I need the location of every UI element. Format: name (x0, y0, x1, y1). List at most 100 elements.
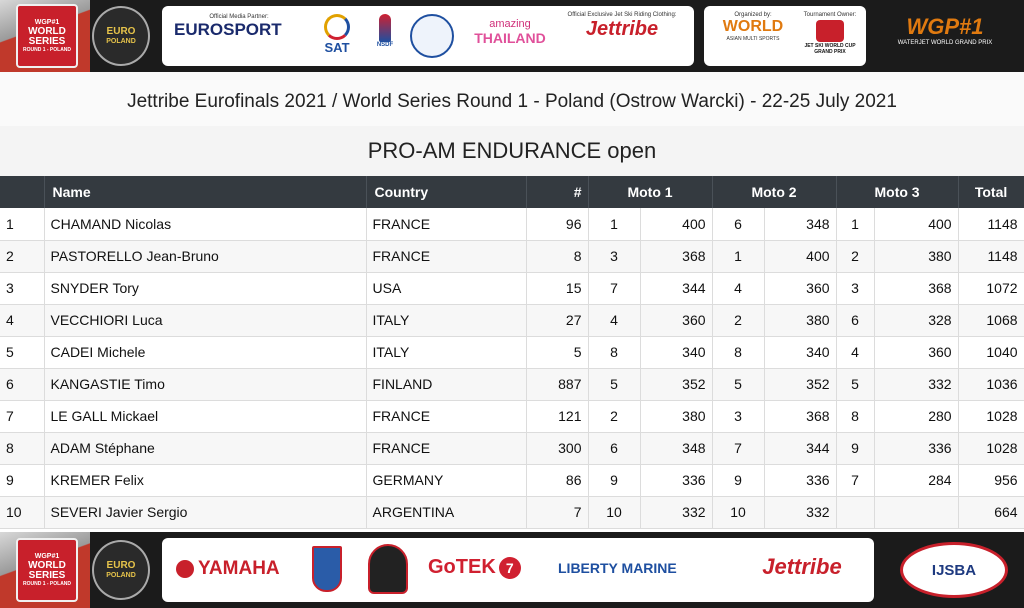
table-row: 8 ADAM Stéphane FRANCE 300 6 348 7 344 9 336 1028 (0, 432, 1024, 464)
table-row: 1 CHAMAND Nicolas FRANCE 96 1 400 6 348 1 400 1148 (0, 208, 1024, 240)
cell-position: 2 (0, 240, 45, 272)
sponsors-panel: YAMAHA GoTEK 7 LIBERTY MARINE Jettribe (162, 538, 874, 602)
cell-moto2-points: 360 (764, 272, 837, 304)
cell-moto1-points: 336 (640, 464, 713, 496)
cell-moto3-points: 284 (874, 464, 959, 496)
cell-moto1-place: 7 (588, 272, 641, 304)
cell-moto3-points: 336 (874, 432, 959, 464)
table-header-row: Name Country # Moto 1 Moto 2 Moto 3 Tota… (0, 176, 1024, 208)
sat-logo: SAT (312, 14, 362, 55)
amazing-thailand-logo: amazing THAILAND (466, 18, 554, 46)
cell-total: 1036 (958, 368, 1024, 400)
cell-moto1-place: 10 (588, 496, 641, 528)
logo-text: POLAND (106, 571, 136, 579)
gotek-logo: GoTEK 7 (428, 556, 542, 579)
logo-text: amazing (489, 18, 531, 30)
jettribe-logo: Official Exclusive Jet Ski Riding Clothi… (558, 12, 686, 41)
cell-number: 27 (526, 304, 589, 336)
caption-text: ASIAN MULTI SPORTS (726, 36, 780, 42)
table-row: 10 SEVERI Javier Sergio ARGENTINA 7 10 332 10 3… (0, 496, 1024, 528)
cell-number: 86 (526, 464, 589, 496)
cell-moto2-place: 8 (712, 336, 765, 368)
cell-moto3-points: 368 (874, 272, 959, 304)
jettribe-logo: Jettribe (740, 554, 864, 580)
cell-moto2-points: 336 (764, 464, 837, 496)
logo-text: WORLD SERIES (28, 25, 66, 48)
cell-moto3-place: 3 (836, 272, 875, 304)
col-name: Name (44, 176, 367, 208)
world-series-logo: WGP#1 WORLD SERIES ROUND 1 - POLAND (16, 538, 78, 602)
cell-moto1-points: 348 (640, 432, 713, 464)
caption-text: Official Exclusive Jet Ski Riding Clothi… (567, 12, 677, 18)
cell-moto1-place: 9 (588, 464, 641, 496)
cell-moto1-points: 352 (640, 368, 713, 400)
cell-moto1-place: 1 (588, 208, 641, 240)
table-row: 4 VECCHIORI Luca ITALY 27 4 360 2 380 6 328 1068 (0, 304, 1024, 336)
cell-position: 9 (0, 464, 45, 496)
cell-position: 10 (0, 496, 45, 528)
logo-text: Jettribe (762, 554, 842, 579)
logo-text: GoTEK (428, 556, 496, 578)
cell-moto2-place: 7 (712, 432, 765, 464)
col-moto2: Moto 2 (712, 176, 837, 208)
cell-moto2-place: 4 (712, 272, 765, 304)
top-sponsor-banner: WGP#1 WORLD SERIES ROUND 1 - POLAND EURO… (0, 0, 1024, 72)
cell-moto3-place (836, 496, 875, 528)
cell-moto3-place: 5 (836, 368, 875, 400)
col-total: Total (958, 176, 1024, 208)
cell-country: ARGENTINA (366, 496, 527, 528)
cell-name: KANGASTIE Timo (44, 368, 367, 400)
event-title-bar: Jettribe Eurofinals 2021 / World Series … (0, 72, 1024, 132)
cell-number: 15 (526, 272, 589, 304)
results-table: Name Country # Moto 1 Moto 2 Moto 3 Tota… (0, 176, 1024, 529)
organizers-panel: Organized by: WORLD ASIAN MULTI SPORTS T… (704, 6, 866, 66)
cell-position: 5 (0, 336, 45, 368)
col-number: # (526, 176, 589, 208)
world-logo: Organized by: WORLD ASIAN MULTI SPORTS (710, 12, 796, 42)
cell-name: CHAMAND Nicolas (44, 208, 367, 240)
cell-total: 1028 (958, 432, 1024, 464)
cell-moto3-place: 4 (836, 336, 875, 368)
cell-total: 956 (958, 464, 1024, 496)
cell-moto1-points: 380 (640, 400, 713, 432)
cell-position: 8 (0, 432, 45, 464)
table-row: 9 KREMER Felix GERMANY 86 9 336 9 336 7 284 956 (0, 464, 1024, 496)
cell-name: SNYDER Tory (44, 272, 367, 304)
logo-text: ROUND 1 - POLAND (22, 46, 72, 53)
class-title-bar: PRO-AM ENDURANCE open (0, 126, 1024, 176)
cell-moto2-place: 5 (712, 368, 765, 400)
cell-moto1-points: 368 (640, 240, 713, 272)
cell-moto3-points: 328 (874, 304, 959, 336)
cell-name: VECCHIORI Luca (44, 304, 367, 336)
event-title: Jettribe Eurofinals 2021 / World Series … (127, 90, 897, 112)
cell-moto2-points: 344 (764, 432, 837, 464)
cell-name: CADEI Michele (44, 336, 367, 368)
caption-text: Tournament Owner: (803, 12, 857, 18)
cell-name: KREMER Felix (44, 464, 367, 496)
cell-total: 1068 (958, 304, 1024, 336)
col-position (0, 176, 45, 208)
cell-moto2-place: 9 (712, 464, 765, 496)
cell-position: 7 (0, 400, 45, 432)
logo-text: WORLD SERIES (28, 559, 66, 582)
cell-moto2-points: 340 (764, 336, 837, 368)
logo-text: LIBERTY MARINE (558, 560, 677, 576)
cell-moto1-place: 4 (588, 304, 641, 336)
cell-moto2-points: 352 (764, 368, 837, 400)
caption-text: WATERJET WORLD GRAND PRIX (897, 40, 993, 46)
wgp-logo: WGP#1 WATERJET WORLD GRAND PRIX (882, 14, 1008, 46)
table-row: 7 LE GALL Mickael FRANCE 121 2 380 3 368 8 280 102… (0, 400, 1024, 432)
cell-position: 4 (0, 304, 45, 336)
bottom-sponsor-banner: WGP#1 WORLD SERIES ROUND 1 - POLAND EURO… (0, 532, 1024, 608)
cell-position: 3 (0, 272, 45, 304)
cell-total: 1040 (958, 336, 1024, 368)
eurofinals-logo: EURO POLAND (92, 6, 150, 66)
cell-moto2-place: 10 (712, 496, 765, 528)
cell-country: USA (366, 272, 527, 304)
cell-country: GERMANY (366, 464, 527, 496)
col-moto1: Moto 1 (588, 176, 713, 208)
cell-moto1-place: 8 (588, 336, 641, 368)
cell-moto2-points: 368 (764, 400, 837, 432)
cell-position: 1 (0, 208, 45, 240)
logo-text: YAMAHA (198, 558, 280, 579)
